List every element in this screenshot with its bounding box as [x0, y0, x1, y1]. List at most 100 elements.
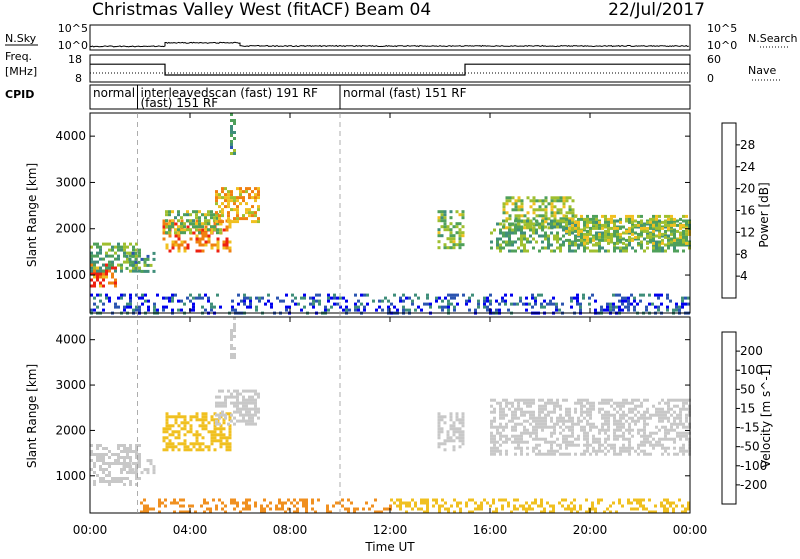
power-cell	[215, 211, 218, 215]
velocity-cell	[604, 446, 607, 450]
power-cell	[670, 237, 673, 241]
velocity-cell	[117, 444, 120, 447]
power-cell	[123, 308, 126, 312]
power-cell	[230, 134, 233, 137]
power-cell	[216, 240, 220, 244]
velocity-cell	[621, 504, 624, 508]
power-cell	[628, 226, 631, 230]
velocity-cell	[618, 498, 621, 502]
velocity-cell	[423, 510, 426, 514]
power-cell	[96, 275, 99, 279]
power-cell	[171, 293, 174, 297]
velocity-cell	[437, 418, 441, 422]
power-cell	[598, 238, 601, 242]
velocity-cell	[658, 413, 661, 417]
power-cell	[213, 213, 216, 217]
velocity-cell	[233, 498, 236, 502]
power-cell	[526, 240, 529, 244]
velocity-cell	[532, 410, 535, 414]
power-cell	[215, 196, 218, 200]
velocity-cell	[550, 452, 553, 456]
power-cell	[453, 293, 456, 297]
power-cell	[458, 237, 462, 241]
power-cell	[183, 246, 187, 250]
velocity-cell	[257, 410, 260, 414]
power-cell	[535, 199, 539, 203]
power-cell	[682, 249, 685, 253]
power-cell	[504, 293, 507, 297]
velocity-cell	[396, 498, 399, 502]
velocity-cell	[204, 415, 208, 419]
power-cell	[523, 249, 526, 253]
power-cell	[544, 234, 547, 238]
velocity-cell	[535, 416, 538, 420]
power-cell	[610, 214, 613, 218]
velocity-cell	[550, 446, 553, 450]
velocity-cell	[215, 504, 218, 508]
velocity-cell	[651, 510, 654, 514]
power-cell	[96, 245, 99, 249]
power-cell	[595, 219, 598, 223]
velocity-cell	[242, 413, 245, 417]
velocity-cell	[583, 437, 586, 441]
velocity-cell	[583, 443, 586, 447]
power-cell	[257, 205, 260, 209]
velocity-cell	[598, 449, 601, 453]
beam-label: Beam 04	[355, 0, 431, 20]
velocity-cell	[627, 501, 630, 505]
power-cell	[171, 246, 175, 250]
velocity-cell	[230, 332, 233, 335]
power-cell	[225, 246, 229, 250]
power-cell	[489, 302, 492, 306]
velocity-cell	[228, 415, 232, 419]
velocity-cell	[535, 422, 538, 426]
power-cell	[547, 202, 551, 206]
velocity-cell	[245, 398, 248, 402]
velocity-cell	[225, 439, 229, 443]
cpid-label: CPID	[5, 88, 34, 101]
power-cell	[455, 225, 459, 229]
velocity-cell	[204, 412, 208, 416]
velocity-cell	[660, 504, 663, 508]
velocity-cell	[580, 428, 583, 432]
power-cell	[138, 251, 141, 255]
velocity-cell	[210, 436, 214, 440]
power-cell	[628, 231, 631, 235]
power-cell	[254, 187, 257, 191]
power-cell	[216, 249, 220, 253]
power-cell	[616, 232, 619, 236]
velocity-cell	[601, 443, 604, 447]
velocity-cell	[634, 449, 637, 453]
velocity-cell	[90, 450, 93, 453]
velocity-cell	[177, 433, 181, 437]
power-cell	[236, 220, 239, 224]
x-tick-label: 00:00	[673, 523, 708, 537]
power-cell	[339, 296, 342, 300]
power-cell	[568, 211, 572, 215]
power-cell	[147, 305, 150, 309]
velocity-cell	[182, 510, 185, 514]
velocity-cell	[233, 401, 236, 405]
power-cell	[655, 226, 658, 230]
power-cell	[90, 272, 93, 276]
power-cell	[131, 251, 135, 255]
velocity-cell	[565, 425, 568, 429]
velocity-cell	[552, 507, 555, 511]
power-cell	[598, 246, 601, 250]
power-cell	[204, 228, 207, 232]
velocity-cell	[402, 501, 405, 505]
power-cell	[601, 231, 604, 235]
velocity-cell	[589, 404, 592, 408]
power-cell	[216, 222, 219, 226]
velocity-cell	[191, 504, 194, 508]
velocity-cell	[586, 434, 589, 438]
power-cell	[114, 269, 117, 273]
velocity-cell	[221, 501, 224, 505]
power-cell	[236, 211, 239, 215]
velocity-cell	[111, 453, 114, 456]
velocity-cell	[438, 507, 441, 511]
power-cell	[607, 217, 610, 221]
power-cell	[526, 217, 530, 221]
velocity-cell	[435, 501, 438, 505]
power-cell	[345, 305, 348, 309]
